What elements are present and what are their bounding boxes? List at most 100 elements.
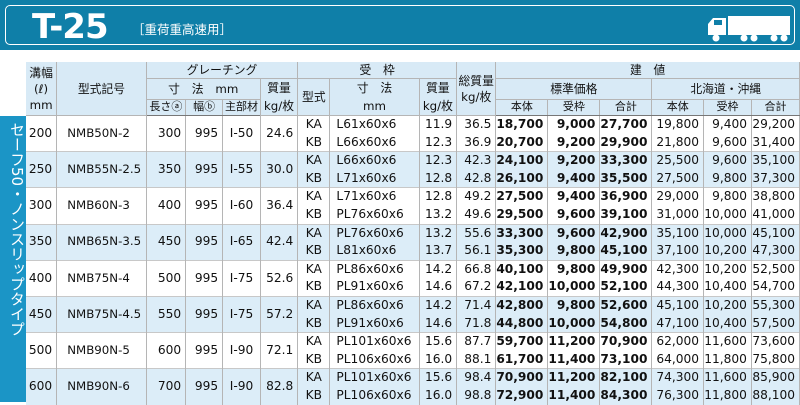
standard-body-price: 42,100 [495, 278, 549, 297]
main-bar-cell: I-75 [222, 259, 261, 297]
hokkaido-frame-price: 11,600 [703, 368, 752, 387]
main-bar-cell: I-50 [222, 114, 261, 152]
standard-total-price: 73,100 [599, 350, 653, 369]
frame-mass-cell: 16.0 [419, 350, 458, 369]
frame-mass-cell: 13.2 [419, 205, 458, 225]
total-mass-cell: 55.6 [456, 223, 497, 243]
hokkaido-body-price: 47,100 [651, 314, 704, 333]
hokkaido-total-price: 45,100 [751, 223, 800, 243]
frame-dimension-cell: PL101x60x6 [329, 332, 420, 351]
standard-total-price: 82,100 [599, 368, 653, 387]
hokkaido-frame-price: 10,000 [703, 223, 752, 243]
grating-mass-cell: 57.2 [260, 295, 299, 333]
standard-body-price: 42,800 [495, 295, 549, 315]
frame-mass-cell: 13.7 [419, 242, 458, 261]
frame-dimension-cell: PL106x60x6 [329, 350, 420, 369]
frame-dimension-cell: PL91x60x6 [329, 314, 420, 333]
table-row: KB PL106x60x6 16.0 98.8 72,900 11,400 84,300 76… [26, 386, 800, 405]
hokkaido-frame-price: 10,200 [703, 259, 752, 279]
hokkaido-total-price: 47,300 [751, 242, 800, 261]
length-cell: 450 [146, 223, 187, 261]
width-cell: 995 [185, 187, 224, 225]
width-cell: 995 [185, 259, 224, 297]
standard-frame-price: 9,600 [547, 223, 601, 243]
frame-type-cell: KA [297, 332, 331, 351]
length-cell: 350 [146, 151, 187, 188]
col-main-bar: 主部材 [222, 99, 261, 117]
col-hokkaido-okinawa: 北海道・沖縄 [651, 78, 800, 100]
standard-total-price: 36,900 [599, 187, 653, 206]
width-cell: 995 [185, 114, 224, 152]
main-bar-cell: I-60 [222, 187, 261, 225]
standard-body-price: 72,900 [495, 386, 549, 405]
hokkaido-body-price: 37,100 [651, 242, 704, 261]
standard-total-price: 35,500 [599, 169, 653, 188]
standard-total-price: 33,300 [599, 151, 653, 170]
standard-frame-price: 9,400 [547, 169, 601, 188]
hokkaido-frame-price: 10,000 [703, 205, 752, 225]
standard-body-price: 40,100 [495, 259, 549, 279]
frame-type-cell: KB [297, 169, 331, 188]
col-frame: 受 枠 [297, 62, 458, 79]
frame-dimension-cell: L66x60x6 [329, 151, 420, 170]
hokkaido-total-price: 35,100 [751, 151, 800, 170]
frame-mass-cell: 14.6 [419, 314, 458, 333]
hokkaido-total-price: 55,300 [751, 295, 800, 315]
frame-dimension-cell: PL101x60x6 [329, 368, 420, 387]
table-row: 300 NMB60N-3 400 995 I-60 36.4 KA L71x60x6 12.8 4… [26, 187, 800, 225]
hokkaido-body-price: 35,100 [651, 223, 704, 243]
grating-mass-cell: 36.4 [260, 187, 299, 225]
standard-total-price: 42,900 [599, 223, 653, 243]
side-label: セーフ50・ノンスリップタイプ [8, 122, 26, 337]
table-row: 600 NMB90N-6 700 995 I-90 82.8 KA PL101x60x6 15.… [26, 368, 800, 405]
frame-type-cell: KB [297, 386, 331, 405]
model-cell: NMB55N-2.5 [56, 151, 147, 188]
table-row: KB PL76x60x6 13.2 49.6 29,500 9,600 39,100 31,0… [26, 205, 800, 225]
hokkaido-total-price: 75,800 [751, 350, 800, 369]
frame-mass-cell: 14.2 [419, 259, 458, 279]
length-cell: 300 [146, 114, 187, 152]
grating-mass-cell: 52.6 [260, 259, 299, 297]
header-frame: T-25 ［重荷重高速用］ [5, 5, 795, 46]
col-length: 長さⓐ [146, 99, 187, 117]
model-cell: NMB65N-3.5 [56, 223, 147, 261]
col-standard-total: 合計 [599, 99, 653, 117]
table-row: 500 NMB90N-5 600 995 I-90 72.1 KA PL101x60x6 15.… [26, 332, 800, 369]
hokkaido-frame-price: 10,400 [703, 314, 752, 333]
hokkaido-body-price: 25,500 [651, 151, 704, 170]
col-frame-mass: 質量 kg/枚 [419, 78, 458, 116]
standard-body-price: 70,900 [495, 368, 549, 387]
table-row: KB L81x60x6 13.7 56.1 35,300 9,800 45,100 37,10… [26, 242, 800, 261]
hokkaido-total-price: 57,500 [751, 314, 800, 333]
groove-width-cell: 500 [26, 332, 58, 369]
length-cell: 500 [146, 259, 187, 297]
grating-mass-cell: 30.0 [260, 151, 299, 188]
hokkaido-total-price: 31,400 [751, 133, 800, 152]
standard-body-price: 27,500 [495, 187, 549, 206]
hokkaido-body-price: 27,500 [651, 169, 704, 188]
standard-frame-price: 9,200 [547, 133, 601, 152]
table-row: 450 NMB75N-4.5 550 995 I-75 57.2 KA PL86x60x6 14… [26, 295, 800, 333]
standard-frame-price: 11,400 [547, 386, 601, 405]
table-row: KB PL91x60x6 14.6 71.8 44,800 10,000 54,800 47,… [26, 314, 800, 333]
frame-type-cell: KB [297, 278, 331, 297]
total-mass-cell: 87.7 [456, 332, 497, 351]
standard-body-price: 33,300 [495, 223, 549, 243]
price-table: 溝幅 (ℓ) mm 型式記号 グレーチング 受 枠 総質量 kg/枚 建 値 寸… [26, 62, 800, 405]
table-row: KB PL106x60x6 16.0 88.1 61,700 11,400 73,100 64… [26, 350, 800, 369]
hokkaido-total-price: 29,200 [751, 114, 800, 134]
groove-width-cell: 200 [26, 114, 58, 152]
standard-frame-price: 11,200 [547, 368, 601, 387]
width-cell: 995 [185, 368, 224, 405]
frame-dimension-cell: L66x60x6 [329, 133, 420, 152]
frame-mass-cell: 15.6 [419, 368, 458, 387]
col-total-mass: 総質量 kg/枚 [456, 62, 497, 116]
frame-mass-cell: 15.6 [419, 332, 458, 351]
frame-mass-cell: 13.2 [419, 223, 458, 243]
frame-type-cell: KB [297, 314, 331, 333]
standard-total-price: 39,100 [599, 205, 653, 225]
groove-width-cell: 400 [26, 259, 58, 297]
total-mass-cell: 66.8 [456, 259, 497, 279]
hokkaido-total-price: 88,100 [751, 386, 800, 405]
frame-type-cell: KB [297, 133, 331, 152]
